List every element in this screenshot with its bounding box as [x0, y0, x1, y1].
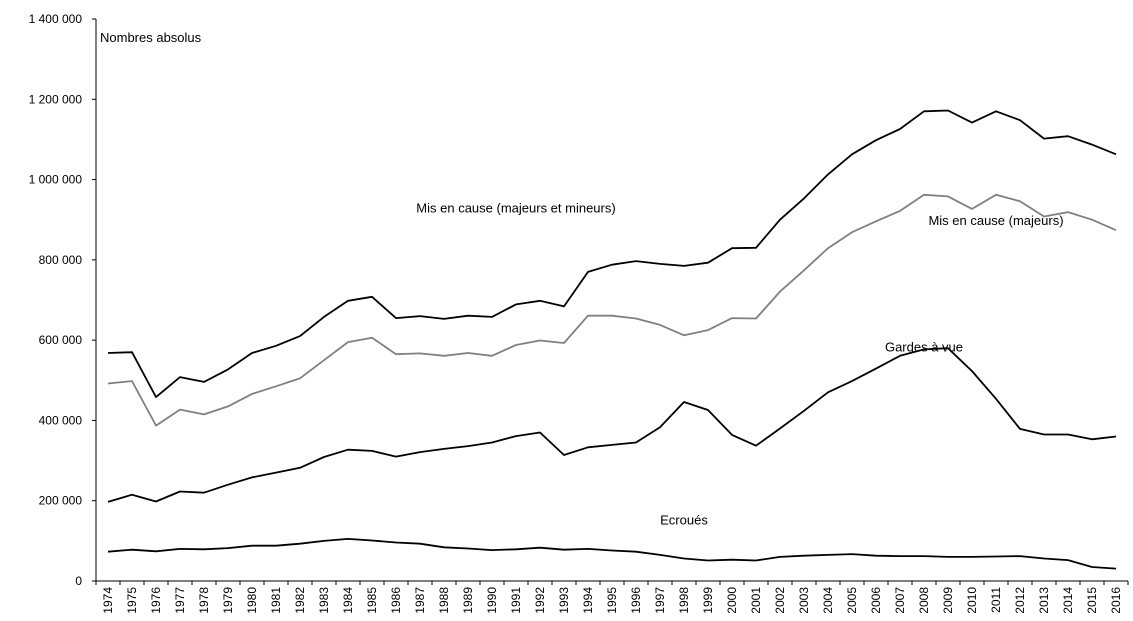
x-tick-label: 1986: [389, 587, 403, 614]
x-tick-label: 1993: [557, 587, 571, 614]
x-tick-label: 2012: [1013, 587, 1027, 614]
series-annotation: Mis en cause (majeurs): [928, 213, 1063, 228]
x-tick-label: 2006: [869, 587, 883, 614]
y-tick-label: 600 000: [39, 333, 83, 347]
series-annotation: Mis en cause (majeurs et mineurs): [416, 200, 615, 215]
x-tick-label: 1978: [197, 587, 211, 614]
y-tick-label: 1 200 000: [29, 92, 83, 106]
x-tick-label: 1982: [293, 587, 307, 614]
x-tick-label: 2001: [749, 587, 763, 614]
x-tick-label: 1975: [125, 587, 139, 614]
x-tick-label: 2004: [821, 587, 835, 614]
x-tick-label: 2003: [797, 587, 811, 614]
y-axis-title: Nombres absolus: [100, 30, 202, 45]
x-tick-label: 1989: [461, 587, 475, 614]
x-tick-label: 1997: [653, 587, 667, 614]
series-annotation: Ecroués: [660, 513, 708, 528]
x-tick-label: 1994: [581, 587, 595, 614]
x-tick-label: 2011: [989, 587, 1003, 613]
x-axis: 1974 1975 1976 1977 1978 1979 1980 1981 1982 1983…: [95, 580, 1129, 614]
x-tick-label: 1979: [221, 587, 235, 614]
y-tick-label: 800 000: [39, 253, 83, 267]
x-tick-label: 1990: [485, 587, 499, 614]
series-line-2: [107, 193, 1117, 427]
series-line-4: [107, 538, 1117, 570]
annotation-group: Mis en cause (majeurs et mineurs) Mis en …: [416, 200, 1063, 527]
x-tick-label: 2015: [1085, 587, 1099, 614]
x-tick-label: 2005: [845, 587, 859, 614]
x-tick-label: 2002: [773, 587, 787, 614]
x-tick-label: 1981: [269, 587, 283, 614]
series-annotation: Gardes à vue: [885, 339, 963, 354]
x-tick-label: 1987: [413, 587, 427, 614]
x-tick-label: 1998: [677, 587, 691, 614]
x-tick-label: 1980: [245, 587, 259, 614]
series-line-1: [107, 109, 1117, 399]
x-tick-label: 2013: [1037, 587, 1051, 614]
series-line-3: [107, 347, 1117, 503]
x-tick-label: 2007: [893, 587, 907, 614]
y-tick-label: 1 000 000: [29, 173, 83, 187]
y-tick-label: 400 000: [39, 413, 83, 427]
x-tick-label: 2010: [965, 587, 979, 614]
y-tick-label: 0: [75, 574, 82, 588]
x-tick-label: 1977: [173, 587, 187, 614]
x-tick-label: 1995: [605, 587, 619, 614]
x-tick-label: 1988: [437, 587, 451, 614]
x-tick-label: 2000: [725, 587, 739, 614]
y-tick-label: 200 000: [39, 494, 83, 508]
x-tick-label: 1984: [341, 587, 355, 614]
x-tick-label: 2014: [1061, 587, 1075, 614]
x-tick-label: 1999: [701, 587, 715, 614]
y-tick-label: 1 400 000: [29, 12, 83, 26]
x-tick-label: 1985: [365, 587, 379, 614]
x-tick-label: 2016: [1109, 587, 1123, 614]
x-tick-label: 1992: [533, 587, 547, 614]
x-tick-label: 1983: [317, 587, 331, 614]
x-tick-label: 1991: [509, 587, 523, 614]
series-group: [107, 109, 1117, 570]
y-axis: 0 200 000 400 000 600 000 800 000 1 000 000 1 …: [29, 12, 97, 588]
x-tick-label: 2008: [917, 587, 931, 614]
x-tick-label: 1974: [101, 587, 115, 614]
x-tick-label: 1976: [149, 587, 163, 614]
x-tick-label: 2009: [941, 587, 955, 614]
x-tick-label: 1996: [629, 587, 643, 614]
